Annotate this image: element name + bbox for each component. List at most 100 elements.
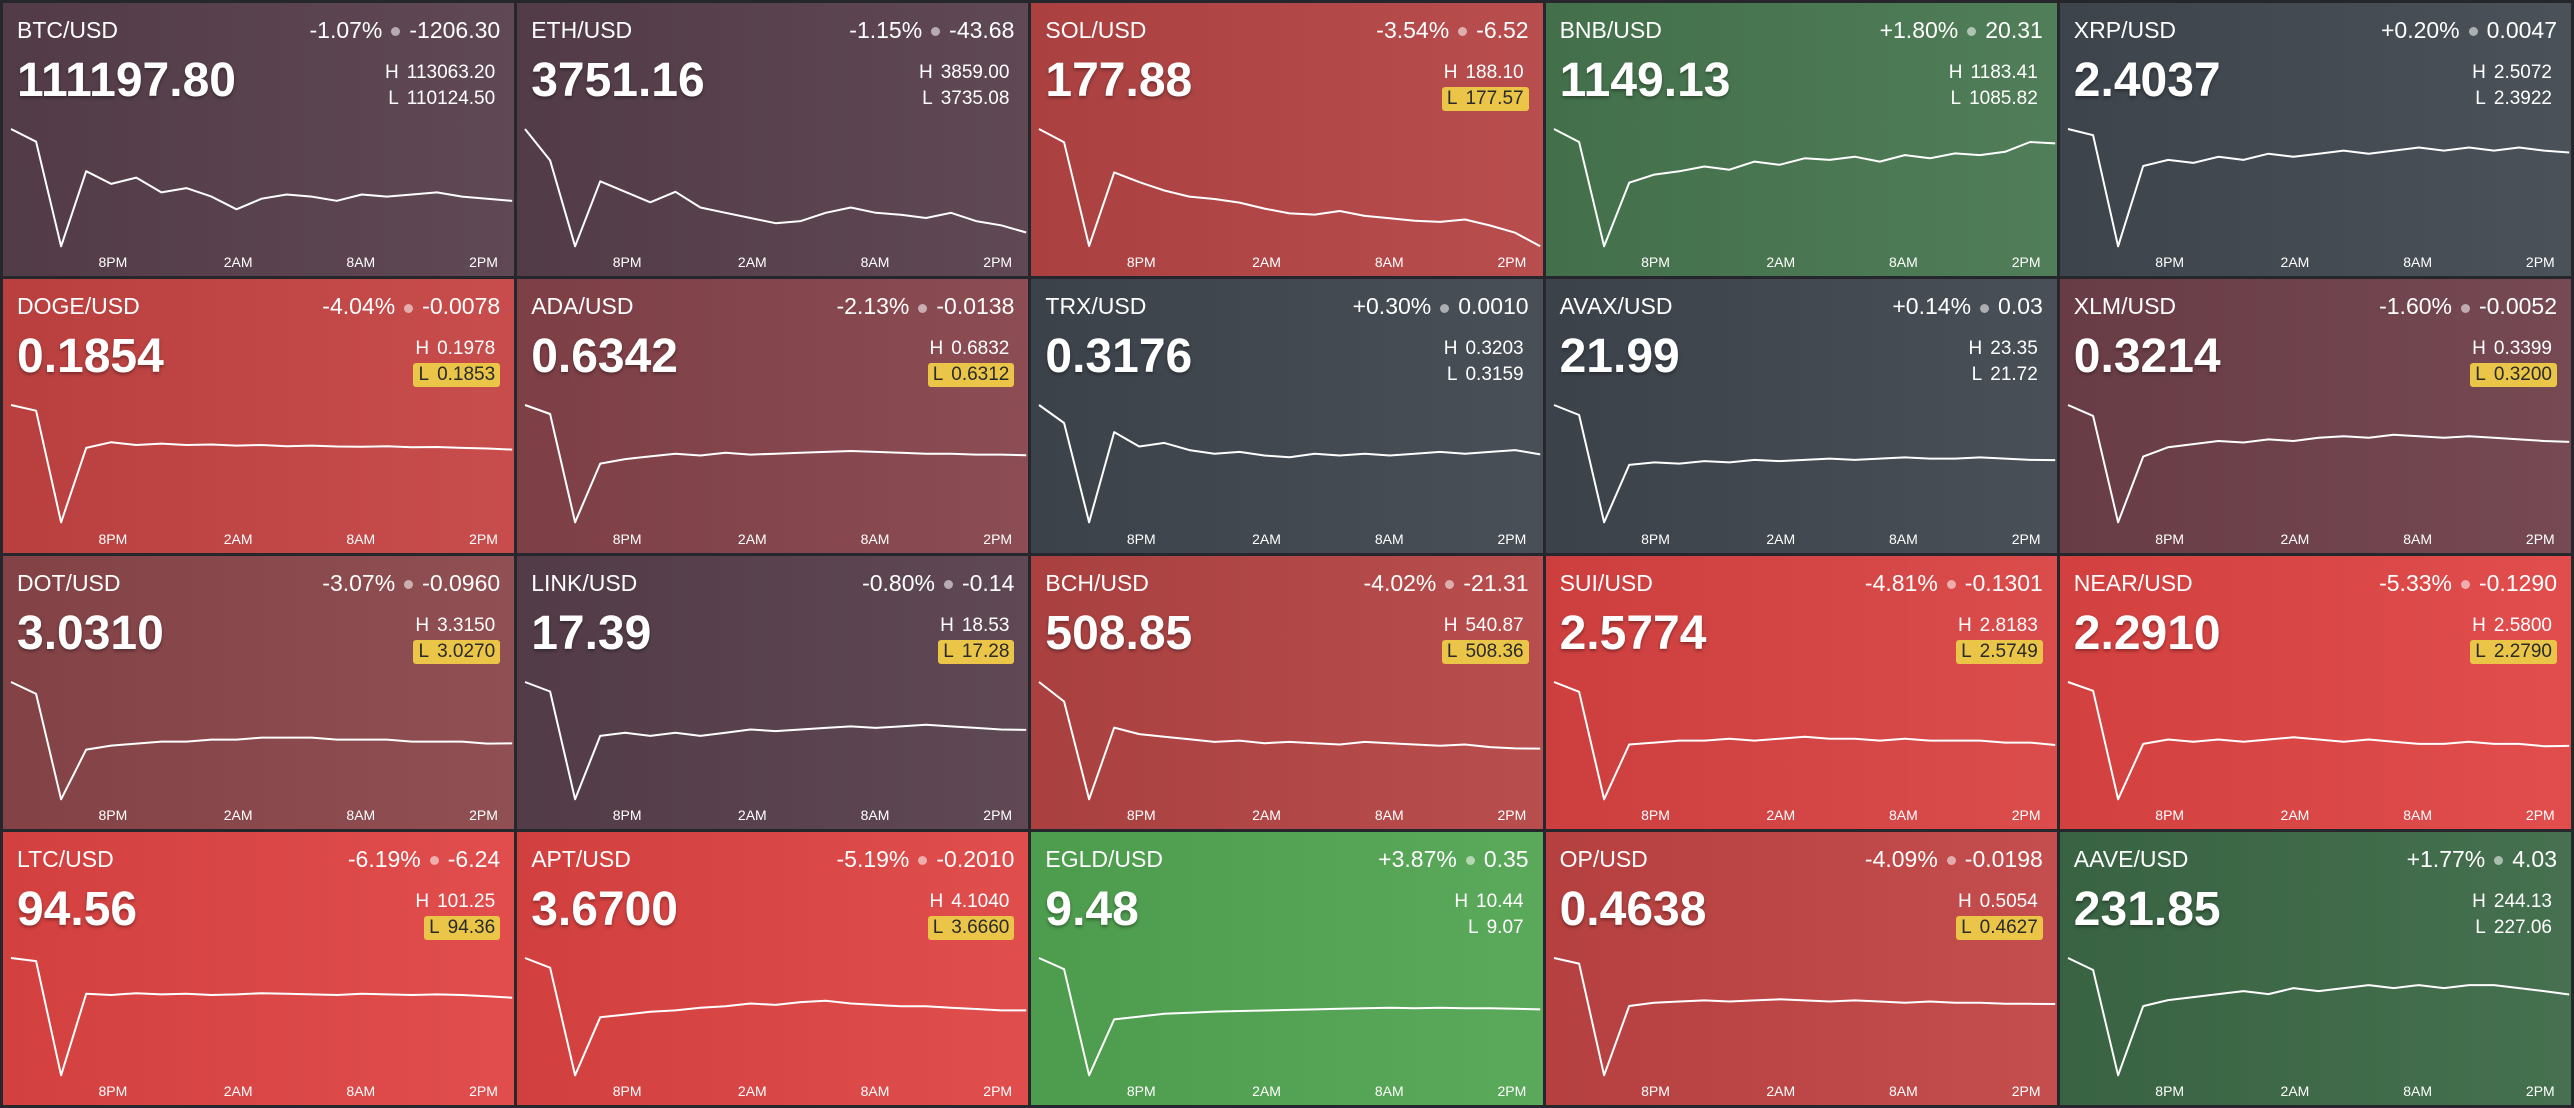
separator-dot [943, 579, 953, 589]
time-label: 2AM [223, 1083, 253, 1099]
pair-label: LINK/USD [531, 569, 638, 596]
separator-dot [391, 27, 401, 37]
change-percent: -1.15% [849, 17, 923, 43]
low-label: L [1961, 640, 1972, 662]
ticker-tile: BCH/USD -4.02% -21.31 508.85 H 540.87 L 508.36 8… [1031, 555, 1543, 829]
pair-label: AVAX/USD [1559, 293, 1673, 320]
low-value: 2.5749 [1979, 640, 2038, 662]
sparkline-chart [524, 956, 1027, 1077]
sparkline [1038, 404, 1541, 524]
sparkline-chart [1038, 680, 1541, 800]
ticker-tile: BTC/USD -1.07% -1206.30 111197.80 H 113063.20… [3, 3, 515, 277]
change-amount: -0.2010 [936, 845, 1015, 872]
time-label: 8PM [1126, 806, 1156, 823]
low-value: 2.2790 [2493, 640, 2552, 662]
separator-dot [404, 579, 414, 589]
price: 17.39 [531, 606, 652, 660]
sparkline [10, 128, 513, 248]
sparkline [1038, 680, 1541, 800]
time-label: 2PM [2011, 254, 2041, 271]
high-value: 0.1978 [437, 338, 496, 360]
sparkline-chart [10, 128, 513, 248]
time-label: 8PM [98, 806, 128, 823]
high-label: H [415, 338, 430, 360]
time-label: 2PM [2011, 806, 2041, 823]
low-label: L [388, 88, 399, 109]
time-label: 2AM [1252, 1083, 1281, 1099]
change: -0.80% -0.14 [862, 570, 1014, 597]
time-label: 8AM [860, 806, 890, 823]
time-label: 2PM [2525, 806, 2555, 823]
price: 0.3214 [2073, 330, 2221, 384]
time-label: 2PM [2525, 254, 2555, 271]
high-value: 244.13 [2493, 890, 2552, 912]
change-percent: +0.14% [1892, 293, 1972, 320]
change-amount: -1206.30 [409, 17, 501, 43]
sparkline [10, 956, 513, 1077]
low: L 227.06 [2470, 916, 2557, 940]
high: H 3859.00 [914, 61, 1014, 85]
low-value: 3.6660 [951, 916, 1010, 938]
high-value: 101.25 [437, 890, 496, 912]
change-amount: -0.1290 [2478, 569, 2557, 596]
time-label: 8AM [1374, 530, 1404, 547]
separator-dot [1946, 856, 1956, 866]
low-value: 17.28 [961, 640, 1010, 662]
change-amount: 0.0047 [2486, 17, 2557, 43]
high: H 2.5072 [2467, 61, 2557, 85]
ticker-tile: LINK/USD -0.80% -0.14 17.39 H 18.53 L 17.28 8PM 2… [517, 555, 1029, 829]
high-value: 0.3203 [1465, 338, 1524, 360]
low-value: 0.1853 [437, 364, 496, 386]
ticker-tile: SOL/USD -3.54% -6.52 177.88 H 188.10 L 177.57 8P… [1031, 3, 1543, 277]
low-label: L [1971, 364, 1983, 386]
time-label: 8PM [612, 806, 642, 823]
low: L 9.07 [1463, 916, 1529, 940]
time-label: 2PM [469, 1083, 498, 1099]
change-amount: -43.68 [949, 17, 1015, 43]
price: 9.48 [1045, 882, 1139, 936]
price: 1149.13 [1559, 54, 1731, 107]
high: H 0.3399 [2467, 337, 2557, 361]
separator-dot [2468, 27, 2478, 37]
low: L 17.28 [938, 639, 1015, 664]
sparkline-chart [10, 956, 513, 1077]
pair-label: OP/USD [1559, 845, 1648, 872]
change-percent: -3.54% [1376, 17, 1450, 43]
high-label: H [2472, 614, 2486, 636]
change-percent: -4.04% [322, 293, 396, 320]
sparkline-chart [524, 680, 1027, 800]
ticker-tile: TRX/USD +0.30% 0.0010 0.3176 H 0.3203 L 0.3159 8… [1031, 279, 1543, 553]
time-label: 8PM [98, 254, 128, 271]
change-percent: -4.02% [1363, 569, 1437, 596]
change-percent: -6.19% [347, 845, 421, 872]
time-label: 2AM [1766, 1083, 1796, 1099]
low-label: L [418, 640, 430, 662]
time-label: 2PM [2011, 1083, 2041, 1099]
change-amount: 0.0010 [1458, 293, 1529, 320]
separator-dot [2494, 856, 2504, 866]
high-label: H [940, 614, 954, 636]
separator-dot [1440, 303, 1450, 313]
sparkline-chart [524, 404, 1027, 524]
time-label: 8PM [98, 530, 128, 547]
high-value: 188.10 [1465, 62, 1524, 83]
change-percent: -1.07% [309, 17, 383, 43]
ticker-tile: EGLD/USD +3.87% 0.35 9.48 H 10.44 L 9.07 8PM 2AM 8… [1031, 831, 1543, 1105]
sparkline [2067, 128, 2570, 248]
change: -3.54% -6.52 [1376, 17, 1528, 44]
time-label: 8AM [1889, 254, 1918, 271]
sparkline [2067, 404, 2570, 524]
separator-dot [1458, 27, 1468, 37]
low: L 0.4627 [1956, 915, 2043, 940]
low: L 3.6660 [927, 915, 1015, 940]
high-label: H [1948, 62, 1963, 83]
high-value: 3.3150 [437, 614, 496, 636]
change: -6.19% -6.24 [348, 846, 500, 873]
change-percent: -3.07% [322, 569, 396, 596]
high-value: 1183.41 [1970, 62, 2038, 83]
time-label: 8PM [612, 1083, 642, 1099]
change-amount: -21.31 [1463, 569, 1529, 596]
change-percent: -1.60% [2379, 293, 2452, 320]
high-value: 0.5054 [1979, 890, 2038, 912]
low-label: L [418, 364, 430, 386]
